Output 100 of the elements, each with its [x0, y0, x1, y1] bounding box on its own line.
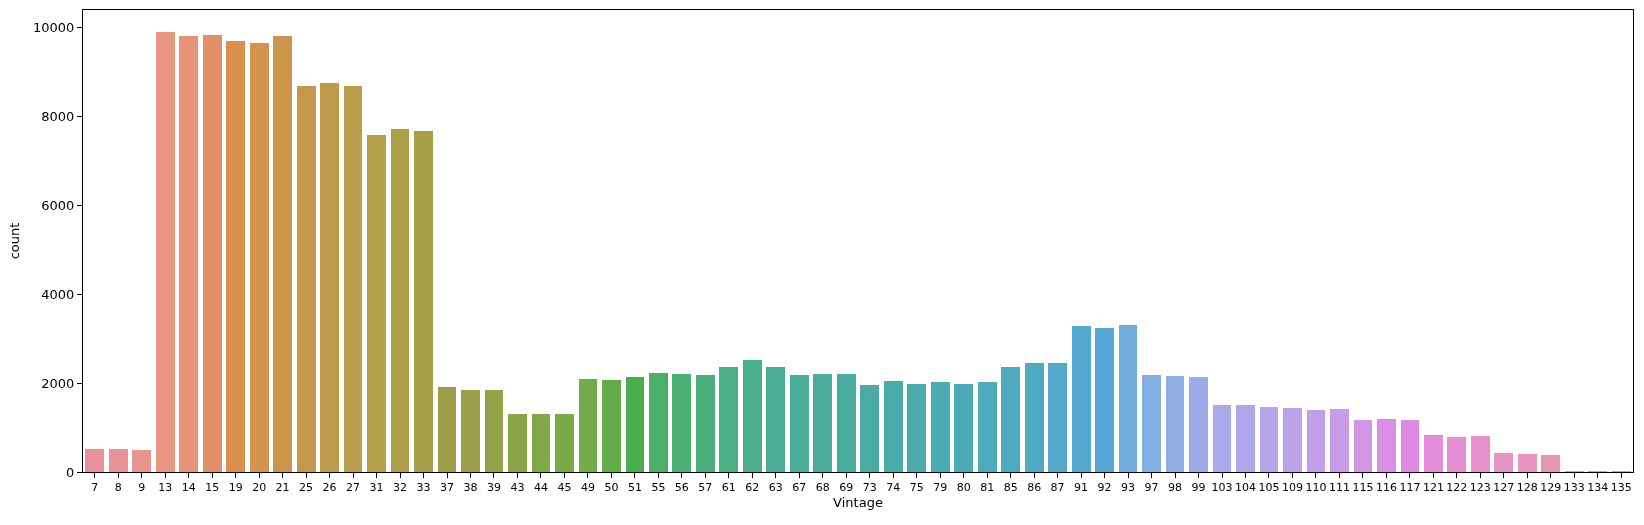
x-tick-label: 37 [440, 481, 455, 495]
bar [1471, 436, 1490, 472]
x-tick-label: 39 [486, 481, 501, 495]
x-tick-label: 99 [1191, 481, 1206, 495]
bar [1236, 405, 1255, 472]
x-tick-label: 109 [1281, 481, 1303, 495]
bar [1095, 328, 1114, 472]
x-tick-label: 15 [205, 481, 220, 495]
bar [1541, 455, 1560, 472]
bar [719, 367, 738, 472]
x-tick-label: 128 [1516, 481, 1538, 495]
x-tick-label: 104 [1235, 481, 1256, 495]
bar [1142, 375, 1161, 472]
bar [273, 36, 292, 472]
x-tick-label: 56 [674, 481, 689, 495]
bar [602, 380, 621, 472]
x-tick-label: 61 [721, 481, 736, 495]
bar [1424, 435, 1443, 472]
y-tick-label: 8000 [41, 108, 75, 124]
x-tick-label: 67 [792, 481, 807, 495]
x-tick-label: 38 [463, 481, 478, 495]
bar [1213, 405, 1231, 472]
bar [179, 36, 198, 472]
x-tick-label: 62 [745, 481, 760, 495]
bar [672, 374, 691, 472]
bar [367, 135, 386, 472]
x-tick-label: 103 [1211, 481, 1233, 495]
bar [626, 377, 644, 472]
x-tick-label: 111 [1328, 481, 1350, 495]
bar [1377, 419, 1396, 472]
x-tick-label: 115 [1352, 481, 1374, 495]
bar [1025, 363, 1044, 472]
bar [1494, 453, 1513, 472]
bar [837, 374, 856, 472]
bar [438, 387, 456, 472]
bar [1072, 326, 1091, 472]
x-tick-label: 105 [1258, 481, 1280, 495]
x-tick-label: 122 [1446, 481, 1468, 495]
x-tick-label: 26 [322, 481, 337, 495]
bar [696, 375, 715, 472]
x-tick-label: 87 [1050, 481, 1065, 495]
bar [1518, 454, 1537, 472]
bar [85, 449, 104, 472]
x-tick-label: 81 [980, 481, 995, 495]
x-tick-label: 21 [275, 481, 290, 495]
bar [1166, 376, 1184, 472]
x-tick-label: 116 [1375, 481, 1397, 495]
bar [579, 379, 597, 472]
x-tick-label: 44 [533, 481, 548, 495]
x-tick-label: 91 [1074, 481, 1089, 495]
x-tick-label: 74 [886, 481, 901, 495]
bar [790, 375, 809, 472]
bar [954, 384, 973, 472]
bar [1330, 409, 1349, 472]
bar [555, 414, 574, 472]
x-tick-label: 80 [956, 481, 971, 495]
x-tick-label: 57 [698, 481, 713, 495]
bar [1401, 420, 1419, 472]
bar [743, 360, 762, 472]
bar [1283, 408, 1302, 472]
bar [1048, 363, 1067, 472]
x-tick-label: 129 [1540, 481, 1562, 495]
x-tick-label: 7 [91, 481, 99, 495]
bar [813, 374, 832, 472]
x-tick-label: 75 [909, 481, 924, 495]
x-tick-label: 31 [369, 481, 384, 495]
x-tick-label: 13 [158, 481, 173, 495]
y-tick-label: 4000 [41, 286, 75, 302]
bar [414, 131, 433, 472]
x-tick-label: 14 [181, 481, 196, 495]
bar [109, 449, 128, 472]
x-tick-label: 69 [839, 481, 854, 495]
x-tick-label: 97 [1144, 481, 1159, 495]
y-axis-title: count [6, 222, 22, 260]
bar [1001, 367, 1020, 472]
bar [978, 382, 997, 472]
bar [1307, 410, 1325, 472]
bar [1447, 437, 1466, 472]
x-tick-label: 110 [1305, 481, 1327, 495]
x-tick-label: 32 [393, 481, 408, 495]
x-tick-label: 133 [1563, 481, 1585, 495]
x-tick-label: 8 [114, 481, 122, 495]
x-tick-label: 98 [1168, 481, 1183, 495]
y-tick-label: 10000 [33, 19, 75, 35]
x-tick-label: 123 [1469, 481, 1491, 495]
bar [485, 390, 503, 472]
y-tick-label: 2000 [41, 375, 75, 391]
bar [250, 43, 269, 472]
bar [884, 381, 903, 472]
y-tick-label: 0 [66, 464, 75, 480]
bar [860, 385, 879, 472]
x-tick-label: 50 [604, 481, 619, 495]
x-tick-label: 25 [299, 481, 314, 495]
x-tick-label: 43 [510, 481, 525, 495]
x-tick-label: 27 [346, 481, 361, 495]
bar [156, 32, 175, 472]
x-tick-label: 55 [651, 481, 666, 495]
bar [203, 35, 222, 472]
x-tick-label: 92 [1097, 481, 1112, 495]
bar [907, 384, 926, 472]
